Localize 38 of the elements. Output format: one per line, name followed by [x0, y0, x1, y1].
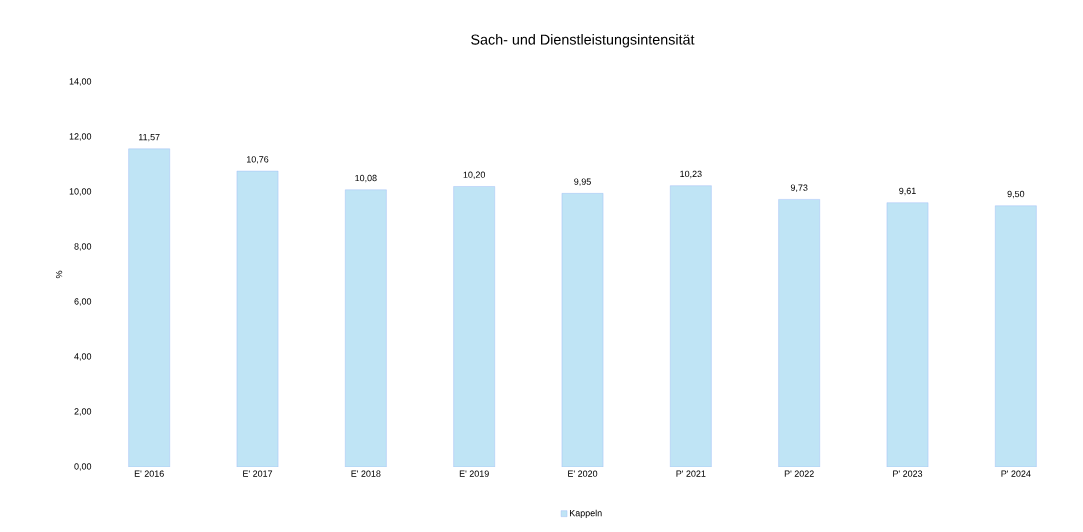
x-tick-label: P' 2023	[893, 470, 923, 477]
x-tick-label: E' 2016	[134, 470, 164, 477]
y-tick-label: 0,00	[74, 463, 92, 471]
bar	[995, 205, 1037, 467]
chart-title: Sach- und Dienstleistungsintensität	[471, 34, 695, 48]
data-label: 11,57	[138, 133, 160, 142]
x-tick-label: P' 2022	[784, 470, 814, 477]
x-tick-label: E' 2019	[459, 470, 489, 477]
data-label: 10,08	[355, 174, 377, 183]
data-label: 9,73	[790, 184, 808, 192]
y-tick-label: 14,00	[69, 78, 92, 86]
y-tick-label: 10,00	[69, 188, 92, 196]
data-label: 10,23	[680, 170, 702, 179]
y-tick-label: 12,00	[69, 133, 92, 141]
bar	[236, 170, 279, 467]
data-label: 9,95	[574, 178, 591, 186]
data-label: 9,61	[899, 187, 916, 196]
x-tick-label: E' 2020	[568, 470, 598, 477]
y-tick-label: 6,00	[74, 298, 92, 306]
bar	[561, 193, 604, 467]
data-label: 9,50	[1007, 190, 1025, 199]
bar	[453, 186, 495, 467]
x-tick-label: P' 2024	[1001, 470, 1031, 477]
bar	[886, 202, 929, 467]
legend-label: Kappeln	[569, 509, 602, 519]
y-tick-label: 4,00	[74, 353, 92, 361]
bar	[778, 199, 820, 467]
bar	[345, 189, 387, 467]
bar	[670, 185, 712, 467]
bar	[128, 148, 170, 467]
x-tick-label: P' 2021	[676, 470, 706, 477]
y-axis-title: %	[55, 270, 63, 279]
y-tick-label: 2,00	[74, 408, 92, 416]
y-tick-label: 8,00	[74, 243, 92, 251]
data-label: 10,76	[246, 156, 269, 164]
data-label: 10,20	[463, 171, 486, 179]
x-tick-label: E' 2018	[351, 470, 381, 477]
x-tick-label: E' 2017	[243, 470, 273, 477]
